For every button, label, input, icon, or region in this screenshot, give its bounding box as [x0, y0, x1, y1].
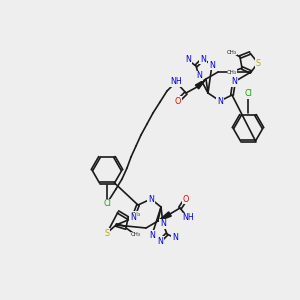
- Text: N: N: [231, 77, 237, 86]
- Text: CH₃: CH₃: [131, 212, 141, 217]
- Text: Cl: Cl: [244, 89, 252, 98]
- Text: O: O: [175, 97, 181, 106]
- Text: CH₃: CH₃: [227, 50, 237, 55]
- Text: N: N: [185, 56, 191, 64]
- Text: N: N: [200, 55, 206, 64]
- Text: N: N: [148, 194, 154, 203]
- Text: N: N: [185, 56, 191, 64]
- Text: N: N: [149, 230, 155, 239]
- Text: CH₃: CH₃: [227, 70, 237, 74]
- Text: NH: NH: [170, 77, 182, 86]
- Polygon shape: [195, 79, 206, 89]
- Text: CH₃: CH₃: [131, 232, 141, 238]
- Text: N: N: [157, 236, 163, 245]
- Text: NH: NH: [170, 77, 182, 86]
- Text: O: O: [183, 194, 189, 203]
- Text: Cl: Cl: [103, 200, 111, 208]
- Text: N: N: [217, 97, 223, 106]
- Text: NH: NH: [182, 214, 194, 223]
- Text: N: N: [196, 71, 202, 80]
- Text: NH: NH: [182, 214, 194, 223]
- Text: S: S: [104, 229, 110, 238]
- Text: N: N: [130, 214, 136, 223]
- Text: S: S: [255, 58, 261, 68]
- Text: N: N: [172, 233, 178, 242]
- Text: N: N: [160, 220, 166, 229]
- Text: N: N: [209, 61, 215, 70]
- Polygon shape: [158, 212, 171, 221]
